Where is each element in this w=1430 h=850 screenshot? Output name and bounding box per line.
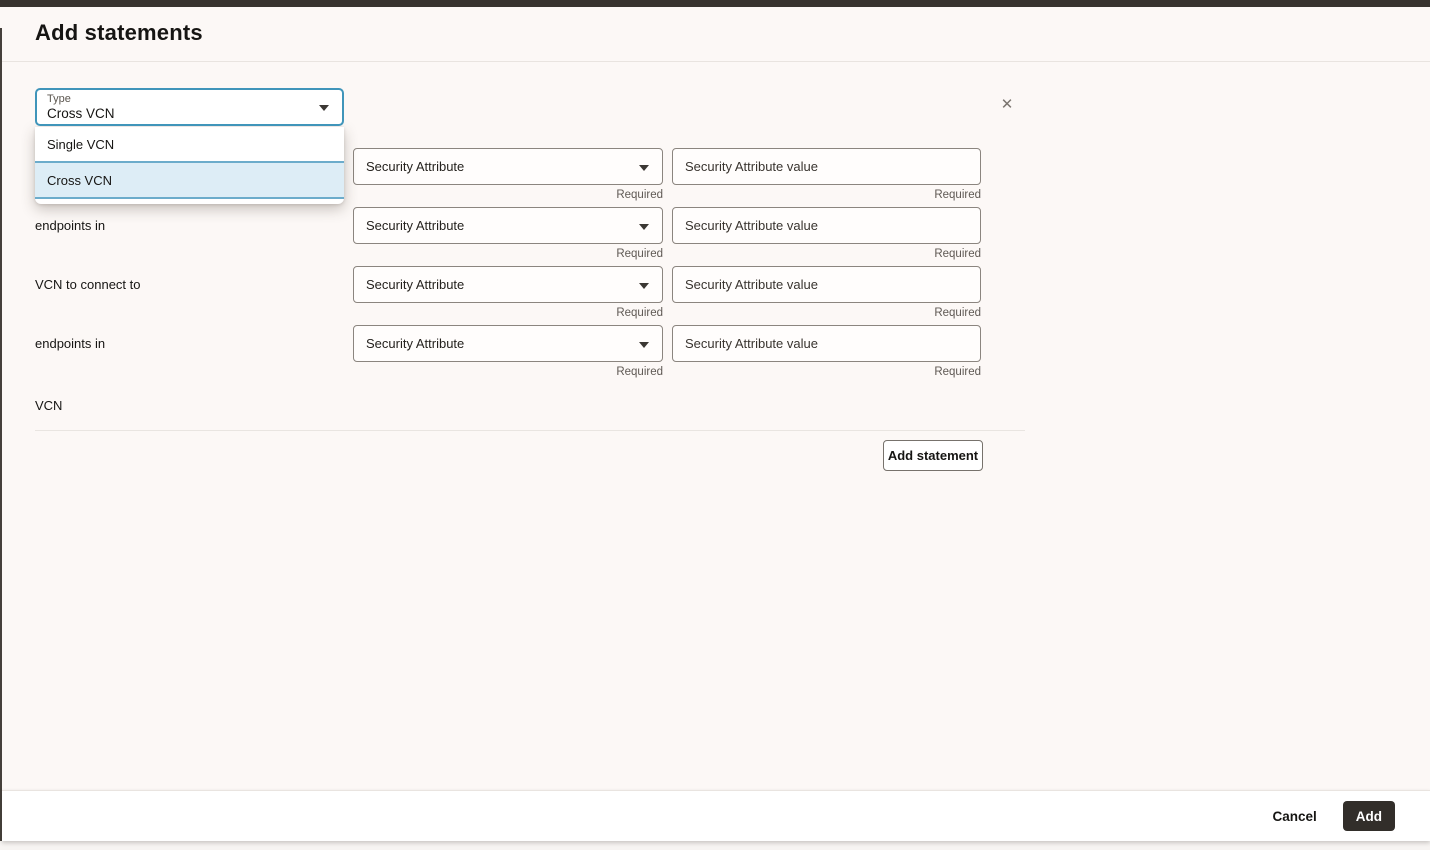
required-hint: Required xyxy=(616,189,663,201)
type-dropdown-menu: Single VCN Cross VCN xyxy=(35,127,344,204)
section-divider xyxy=(35,430,1025,431)
caret-down-icon xyxy=(639,223,649,230)
security-attribute-value-input[interactable] xyxy=(672,266,981,303)
security-attribute-select[interactable]: Security Attribute xyxy=(353,207,663,244)
close-icon: ✕ xyxy=(1000,96,1014,113)
statement-row-2: endpoints in Security Attribute Required… xyxy=(35,207,981,266)
add-statement-button[interactable]: Add statement xyxy=(883,440,983,471)
security-attribute-select-text: Security Attribute xyxy=(366,218,465,233)
caret-down-icon xyxy=(639,282,649,289)
close-button[interactable]: ✕ xyxy=(995,93,1019,117)
security-attribute-select[interactable]: Security Attribute xyxy=(353,266,663,303)
required-hint: Required xyxy=(934,248,981,260)
type-select[interactable]: Type Cross VCN xyxy=(35,88,344,126)
required-hint: Required xyxy=(616,248,663,260)
security-attribute-select-text: Security Attribute xyxy=(366,277,465,292)
required-hint: Required xyxy=(934,366,981,378)
trailing-vcn-label: VCN xyxy=(35,398,63,413)
required-hint: Required xyxy=(934,189,981,201)
caret-down-icon xyxy=(639,164,649,171)
top-bar xyxy=(0,0,1430,7)
security-attribute-value-input[interactable] xyxy=(672,207,981,244)
security-attribute-value-input[interactable] xyxy=(672,148,981,185)
dialog-header: Add statements xyxy=(2,7,1430,62)
bottom-strip xyxy=(0,841,1430,850)
dialog-footer: Cancel Add xyxy=(2,790,1430,841)
caret-down-icon xyxy=(319,105,329,111)
caret-down-icon xyxy=(639,341,649,348)
required-hint: Required xyxy=(616,366,663,378)
statement-row-4: endpoints in Security Attribute Required… xyxy=(35,325,981,384)
statement-rows: Security Attribute Required Required end… xyxy=(35,148,981,384)
add-button[interactable]: Add xyxy=(1342,801,1395,831)
left-edge-divider xyxy=(0,28,2,850)
type-select-label: Type xyxy=(47,93,71,105)
security-attribute-select-text: Security Attribute xyxy=(366,336,465,351)
page-title: Add statements xyxy=(35,20,203,45)
required-hint: Required xyxy=(616,307,663,319)
security-attribute-select[interactable]: Security Attribute xyxy=(353,148,663,185)
row-label: endpoints in xyxy=(35,218,106,233)
row-label: VCN to connect to xyxy=(35,277,141,292)
menu-item-cross-vcn[interactable]: Cross VCN xyxy=(35,161,344,199)
security-attribute-select[interactable]: Security Attribute xyxy=(353,325,663,362)
statement-row-1: Security Attribute Required Required xyxy=(35,148,981,207)
security-attribute-value-input[interactable] xyxy=(672,325,981,362)
row-label: endpoints in xyxy=(35,336,106,351)
required-hint: Required xyxy=(934,307,981,319)
type-select-value: Cross VCN xyxy=(47,106,115,121)
statement-row-3: VCN to connect to Security Attribute Req… xyxy=(35,266,981,325)
menu-item-single-vcn[interactable]: Single VCN xyxy=(35,127,344,161)
cancel-button[interactable]: Cancel xyxy=(1272,808,1317,824)
security-attribute-select-text: Security Attribute xyxy=(366,159,465,174)
